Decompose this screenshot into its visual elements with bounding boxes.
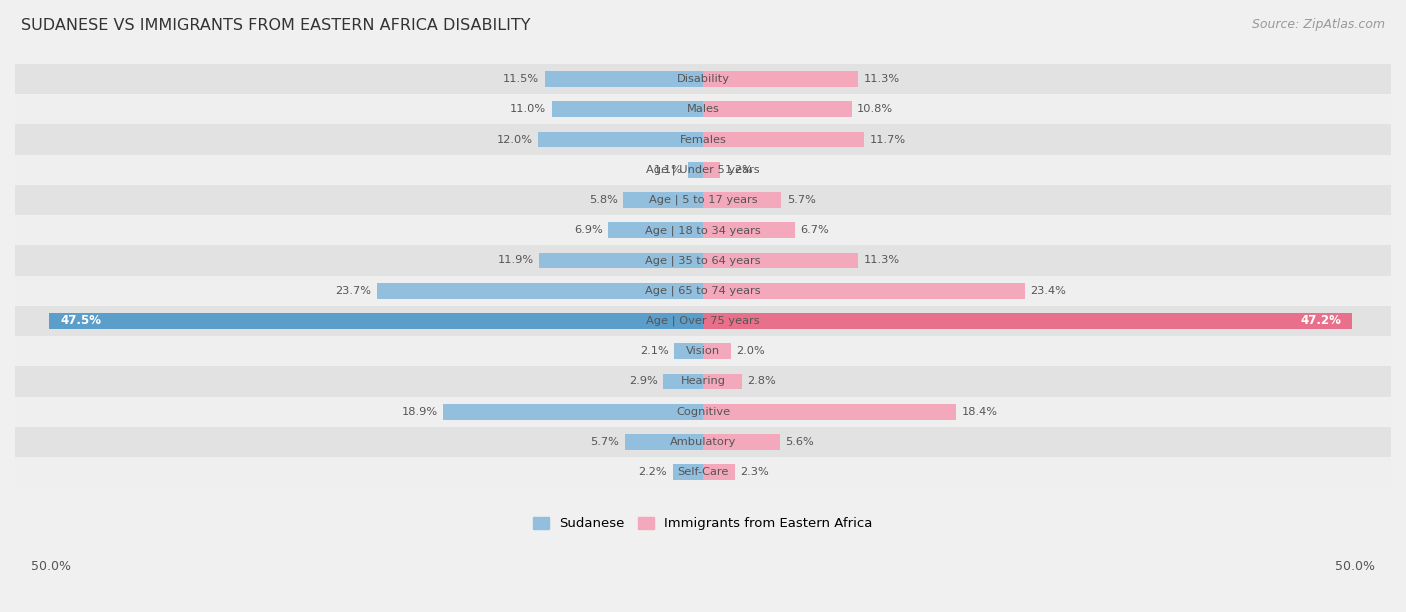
- Bar: [15, 306, 1391, 336]
- Bar: [703, 465, 735, 480]
- Bar: [15, 215, 1391, 245]
- Bar: [15, 336, 1391, 367]
- Bar: [15, 124, 1391, 155]
- Text: 5.8%: 5.8%: [589, 195, 617, 205]
- Text: 11.3%: 11.3%: [865, 255, 900, 266]
- Bar: [703, 162, 720, 177]
- Bar: [703, 253, 859, 268]
- Bar: [15, 397, 1391, 427]
- Bar: [15, 367, 1391, 397]
- Text: 11.5%: 11.5%: [503, 74, 540, 84]
- Text: 1.2%: 1.2%: [725, 165, 754, 175]
- Text: 6.9%: 6.9%: [574, 225, 603, 235]
- Text: Hearing: Hearing: [681, 376, 725, 386]
- Text: Source: ZipAtlas.com: Source: ZipAtlas.com: [1251, 18, 1385, 31]
- Text: 5.7%: 5.7%: [787, 195, 815, 205]
- Bar: [703, 373, 741, 389]
- Text: Age | 35 to 64 years: Age | 35 to 64 years: [645, 255, 761, 266]
- Text: Females: Females: [679, 135, 727, 144]
- Text: SUDANESE VS IMMIGRANTS FROM EASTERN AFRICA DISABILITY: SUDANESE VS IMMIGRANTS FROM EASTERN AFRI…: [21, 18, 530, 34]
- Text: 23.7%: 23.7%: [336, 286, 371, 296]
- Text: 2.1%: 2.1%: [640, 346, 669, 356]
- Text: 18.4%: 18.4%: [962, 406, 998, 417]
- Text: 50.0%: 50.0%: [1336, 559, 1375, 573]
- Text: Ambulatory: Ambulatory: [669, 437, 737, 447]
- Text: 50.0%: 50.0%: [31, 559, 70, 573]
- Text: Males: Males: [686, 104, 720, 114]
- Text: 11.3%: 11.3%: [865, 74, 900, 84]
- Bar: [703, 102, 852, 117]
- Text: Age | Under 5 years: Age | Under 5 years: [647, 165, 759, 175]
- Bar: [15, 245, 1391, 275]
- Bar: [377, 283, 703, 299]
- Text: Disability: Disability: [676, 74, 730, 84]
- Text: Age | 5 to 17 years: Age | 5 to 17 years: [648, 195, 758, 205]
- Bar: [443, 404, 703, 420]
- Text: 11.7%: 11.7%: [869, 135, 905, 144]
- Bar: [664, 373, 703, 389]
- Bar: [538, 132, 703, 147]
- Text: 2.3%: 2.3%: [740, 467, 769, 477]
- Text: 2.2%: 2.2%: [638, 467, 668, 477]
- Bar: [703, 283, 1025, 299]
- Text: 11.9%: 11.9%: [498, 255, 534, 266]
- Bar: [688, 162, 703, 177]
- Bar: [15, 427, 1391, 457]
- Bar: [703, 404, 956, 420]
- Bar: [15, 275, 1391, 306]
- Text: 47.5%: 47.5%: [60, 315, 101, 327]
- Text: 2.0%: 2.0%: [735, 346, 765, 356]
- Bar: [703, 71, 859, 87]
- Text: 10.8%: 10.8%: [858, 104, 893, 114]
- Text: Self-Care: Self-Care: [678, 467, 728, 477]
- Text: 2.8%: 2.8%: [747, 376, 776, 386]
- Bar: [703, 434, 780, 450]
- Text: Vision: Vision: [686, 346, 720, 356]
- Bar: [672, 465, 703, 480]
- Bar: [673, 343, 703, 359]
- Text: 47.2%: 47.2%: [1301, 315, 1341, 327]
- Bar: [703, 343, 731, 359]
- Text: 6.7%: 6.7%: [800, 225, 830, 235]
- Bar: [15, 457, 1391, 487]
- Bar: [703, 132, 865, 147]
- Bar: [623, 192, 703, 208]
- Text: 5.6%: 5.6%: [786, 437, 814, 447]
- Text: 23.4%: 23.4%: [1031, 286, 1066, 296]
- Legend: Sudanese, Immigrants from Eastern Africa: Sudanese, Immigrants from Eastern Africa: [527, 512, 879, 536]
- Text: Age | 65 to 74 years: Age | 65 to 74 years: [645, 285, 761, 296]
- Text: Age | Over 75 years: Age | Over 75 years: [647, 316, 759, 326]
- Text: 1.1%: 1.1%: [654, 165, 682, 175]
- Bar: [15, 185, 1391, 215]
- Text: 2.9%: 2.9%: [628, 376, 658, 386]
- Bar: [15, 64, 1391, 94]
- Bar: [15, 94, 1391, 124]
- Bar: [624, 434, 703, 450]
- Bar: [703, 313, 1353, 329]
- Bar: [540, 253, 703, 268]
- Text: Age | 18 to 34 years: Age | 18 to 34 years: [645, 225, 761, 236]
- Text: 18.9%: 18.9%: [401, 406, 437, 417]
- Text: 11.0%: 11.0%: [510, 104, 546, 114]
- Bar: [49, 313, 703, 329]
- Text: Cognitive: Cognitive: [676, 406, 730, 417]
- Bar: [551, 102, 703, 117]
- Bar: [544, 71, 703, 87]
- Text: 5.7%: 5.7%: [591, 437, 619, 447]
- Bar: [703, 222, 796, 238]
- Bar: [703, 192, 782, 208]
- Text: 12.0%: 12.0%: [496, 135, 533, 144]
- Bar: [607, 222, 703, 238]
- Bar: [15, 155, 1391, 185]
